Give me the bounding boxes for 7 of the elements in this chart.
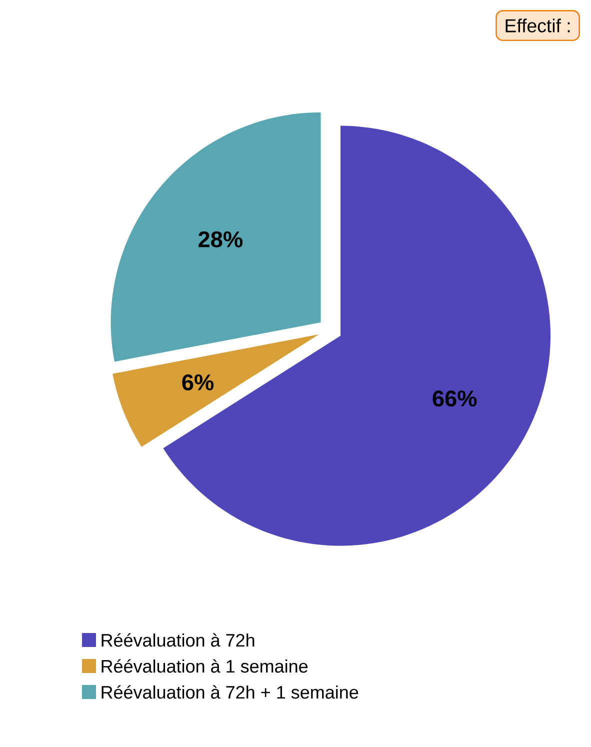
data-label: 6% [182,374,214,390]
legend-label: Réévaluation à 72h [102,633,254,647]
data-label: 28% [198,231,243,248]
data-label: 66% [432,390,477,407]
legend-label: Réévaluation à 72h + 1 semaine [102,685,358,699]
text: Effectif : [506,18,570,32]
legend-label: Réévaluation à 1 semaine [102,659,308,673]
